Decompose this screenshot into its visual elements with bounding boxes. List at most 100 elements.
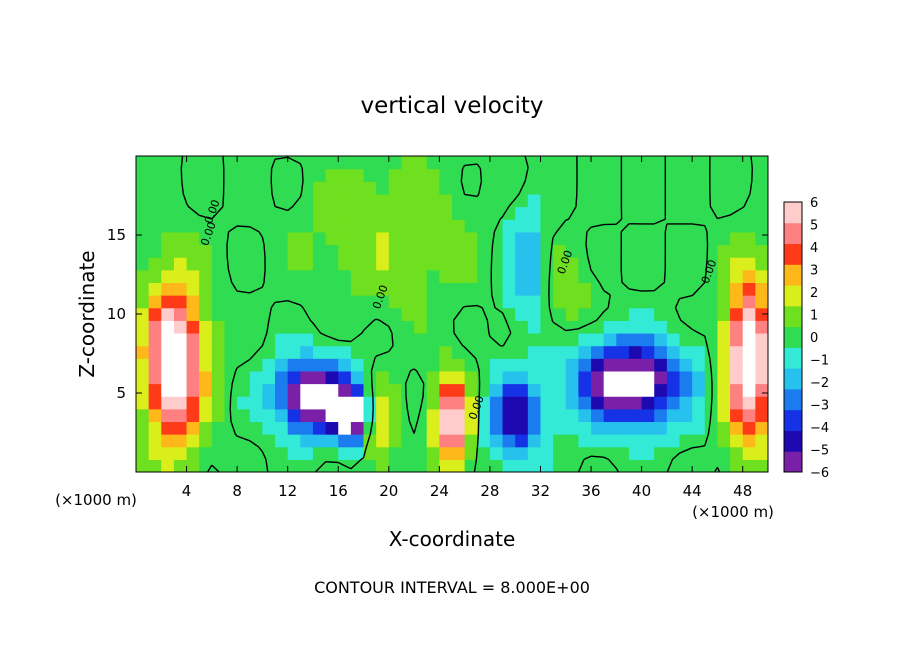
heatmap-cell [591, 269, 605, 283]
heatmap-cell [489, 320, 504, 334]
heatmap-cell [312, 358, 327, 372]
heatmap-cell [692, 459, 706, 472]
heatmap-cell [515, 295, 529, 309]
heatmap-cell [616, 219, 630, 233]
heatmap-cell [452, 396, 466, 410]
heatmap-cell [376, 181, 390, 195]
heatmap-cell [666, 168, 681, 182]
heatmap-cell [641, 421, 655, 435]
heatmap-cell [388, 332, 403, 347]
heatmap-cell [186, 434, 200, 448]
heatmap-cell [312, 282, 327, 296]
heatmap-cell [515, 269, 529, 283]
heatmap-cell [641, 434, 655, 448]
heatmap-cell [287, 332, 301, 347]
colorbar-tick-label: −6 [810, 466, 829, 481]
heatmap-cell [717, 383, 731, 397]
heatmap-cell [312, 295, 327, 309]
heatmap-cell [439, 193, 453, 208]
heatmap-cell [426, 269, 440, 283]
heatmap-cell [338, 181, 352, 195]
heatmap-cell [641, 370, 655, 385]
heatmap-cell [275, 244, 289, 258]
heatmap-cell [439, 434, 453, 448]
heatmap-cell [591, 257, 605, 271]
heatmap-cell [186, 193, 200, 208]
heatmap-cell [287, 320, 301, 334]
heatmap-cell [578, 295, 592, 309]
heatmap-cell [578, 383, 592, 397]
heatmap-cell [591, 156, 605, 170]
heatmap-cell [654, 421, 668, 435]
heatmap-cell [439, 244, 453, 258]
heatmap-cell [603, 231, 617, 246]
colorbar-swatch [784, 305, 802, 328]
heatmap-cell [325, 370, 339, 385]
heatmap-cell [452, 257, 466, 271]
heatmap-cell [578, 206, 592, 220]
heatmap-cell [692, 332, 706, 347]
heatmap-cell [654, 295, 668, 309]
heatmap-cell [628, 358, 643, 372]
heatmap-cell [249, 231, 263, 246]
heatmap-cell [565, 345, 579, 359]
heatmap-cell [666, 396, 681, 410]
heatmap-cell [730, 269, 744, 283]
heatmap-cell [565, 181, 579, 195]
heatmap-cell [553, 295, 567, 309]
heatmap-cell [489, 332, 504, 347]
heatmap-cell [679, 446, 693, 460]
heatmap-cell [388, 421, 403, 435]
heatmap-cell [654, 358, 668, 372]
heatmap-cell [136, 332, 150, 347]
heatmap-cell [363, 231, 377, 246]
heatmap-cell [527, 434, 542, 448]
heatmap-cell [376, 421, 390, 435]
heatmap-cell [300, 219, 314, 233]
heatmap-cell [300, 459, 314, 472]
heatmap-cell [477, 244, 491, 258]
heatmap-cell [199, 181, 213, 195]
heatmap-cell [628, 193, 643, 208]
heatmap-cell [388, 295, 403, 309]
heatmap-cell [363, 168, 377, 182]
colorbar-swatch [784, 347, 802, 369]
heatmap-cell [527, 320, 542, 334]
heatmap-cell [401, 383, 415, 397]
heatmap-cell [401, 396, 415, 410]
heatmap-cell [338, 434, 352, 448]
heatmap-cell [161, 383, 175, 397]
heatmap-cell [616, 459, 630, 472]
heatmap-cell [565, 307, 579, 321]
heatmap-cell [148, 370, 162, 385]
heatmap-cell [414, 358, 428, 372]
heatmap-cell [553, 282, 567, 296]
heatmap-cell [300, 269, 314, 283]
heatmap-cell [401, 219, 415, 233]
heatmap-cell [540, 421, 554, 435]
heatmap-cell [628, 181, 643, 195]
heatmap-cell [414, 206, 428, 220]
heatmap-cell [186, 446, 200, 460]
heatmap-cell [186, 219, 200, 233]
heatmap-cell [275, 219, 289, 233]
colorbar-tick-label: 1 [810, 309, 818, 324]
heatmap-cell [136, 446, 150, 460]
heatmap-cell [489, 193, 504, 208]
heatmap-cell [161, 345, 175, 359]
heatmap-cell [515, 231, 529, 246]
heatmap-cell [464, 168, 478, 182]
heatmap-cell [730, 295, 744, 309]
heatmap-cell [388, 320, 403, 334]
heatmap-cell [565, 332, 579, 347]
heatmap-cell [540, 446, 554, 460]
heatmap-cell [679, 156, 693, 170]
heatmap-cell [173, 307, 188, 321]
heatmap-cell [742, 408, 756, 423]
heatmap-cell [616, 156, 630, 170]
x-tick-label: 48 [733, 482, 752, 500]
heatmap-cell [350, 231, 365, 246]
heatmap-cell [199, 434, 213, 448]
heatmap-cell [502, 168, 516, 182]
heatmap-cell [679, 396, 693, 410]
